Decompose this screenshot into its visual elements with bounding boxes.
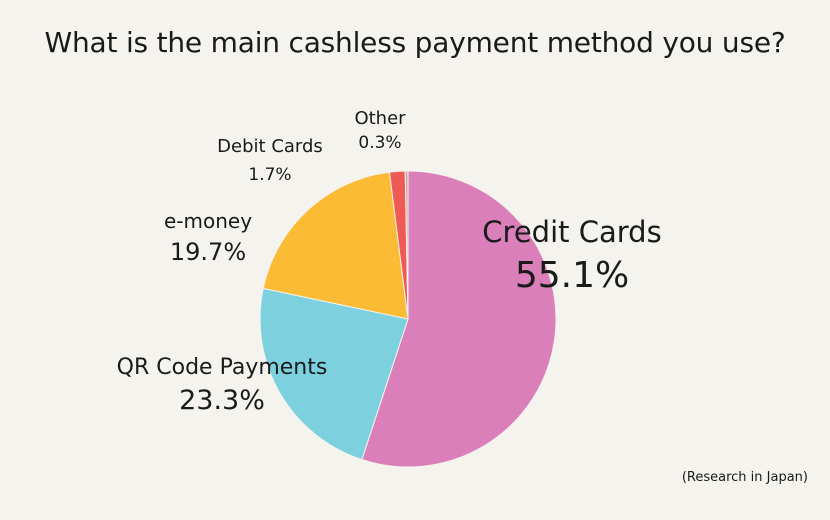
source-footnote: (Research in Japan) [681,470,808,485]
pie-slice-e-money [262,171,409,320]
slice-label-e-money: e-money [164,209,252,233]
slice-value-other: 0.3% [358,133,401,153]
slice-label-credit-cards: Credit Cards [482,215,661,249]
slice-label-other: Other [354,108,406,129]
slice-value-credit-cards: 55.1% [515,255,629,296]
pie-slices [259,170,557,468]
pie-slice-qr-code-payments [259,287,409,461]
chart-title: What is the main cashless payment method… [44,26,786,59]
slice-label-debit-cards: Debit Cards [217,136,323,157]
slice-label-qr-code-payments: QR Code Payments [117,355,328,380]
slice-labels: Credit Cards 55.1% QR Code Payments 23.3% e-… [117,108,662,416]
pie-slice-other [404,170,409,320]
slice-value-qr-code-payments: 23.3% [179,385,265,416]
slice-value-debit-cards: 1.7% [248,165,291,185]
slice-value-e-money: 19.7% [170,238,246,266]
pie-slice-credit-cards [361,170,557,468]
